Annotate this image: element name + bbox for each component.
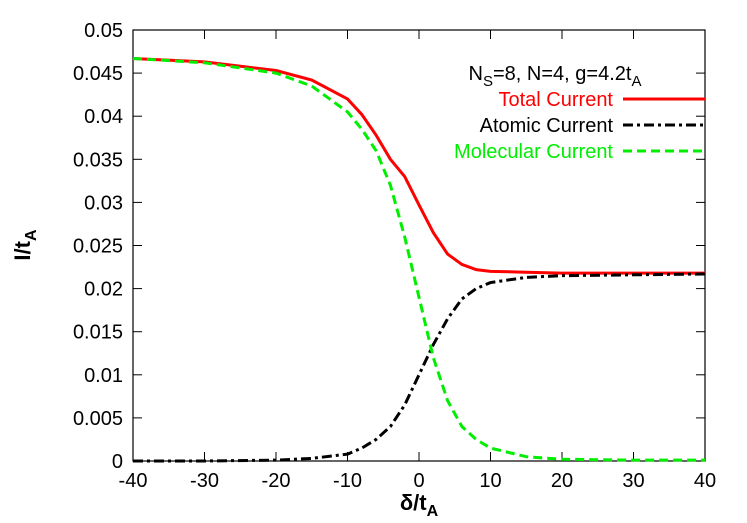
annotation-sub: S (483, 73, 493, 90)
x-tick-label: -10 (333, 470, 362, 492)
y-tick-label: 0.045 (73, 63, 123, 85)
y-tick-label: 0.025 (73, 236, 123, 258)
y-title-part: I/t (10, 240, 35, 260)
x-tick-label: 10 (479, 470, 501, 492)
x-tick-label: 0 (413, 470, 424, 492)
x-axis-title: δ/tA (400, 490, 439, 520)
annotation-part: =8, N=4, g=4.2t (493, 63, 632, 85)
x-tick-label: 20 (551, 470, 573, 492)
y-title-sub: A (23, 229, 40, 241)
y-tick-label: 0.04 (84, 106, 123, 128)
series-line (132, 56, 705, 275)
y-tick-label: 0.005 (73, 408, 123, 430)
y-tick-label: 0.02 (84, 279, 123, 301)
x-title-part: δ/t (400, 490, 427, 515)
x-tick-label: 40 (694, 470, 716, 492)
series-line (133, 272, 706, 463)
y-tick-label: 0.015 (73, 322, 123, 344)
annotation-sub: A (631, 73, 641, 90)
legend-label: Molecular Current (454, 141, 613, 163)
y-tick-label: 0 (112, 451, 123, 473)
x-tick-label: 30 (622, 470, 644, 492)
y-tick-label: 0.03 (84, 192, 123, 214)
legend-label: Atomic Current (480, 115, 614, 137)
annotation-part: N (469, 63, 483, 85)
series-line (132, 56, 705, 462)
y-tick-label: 0.035 (73, 149, 123, 171)
y-tick-label: 0.05 (84, 20, 123, 42)
plot-frame (132, 29, 706, 462)
x-tick-label: -30 (190, 470, 219, 492)
x-title-sub: A (427, 503, 439, 520)
x-tick-label: -20 (262, 470, 291, 492)
y-tick-label: 0.01 (84, 365, 123, 387)
annotation: NS=8, N=4, g=4.2tA (469, 63, 642, 90)
x-tick-label: -40 (119, 470, 148, 492)
legend-label: Total Current (499, 89, 614, 111)
y-axis-title: I/tA (10, 229, 40, 261)
